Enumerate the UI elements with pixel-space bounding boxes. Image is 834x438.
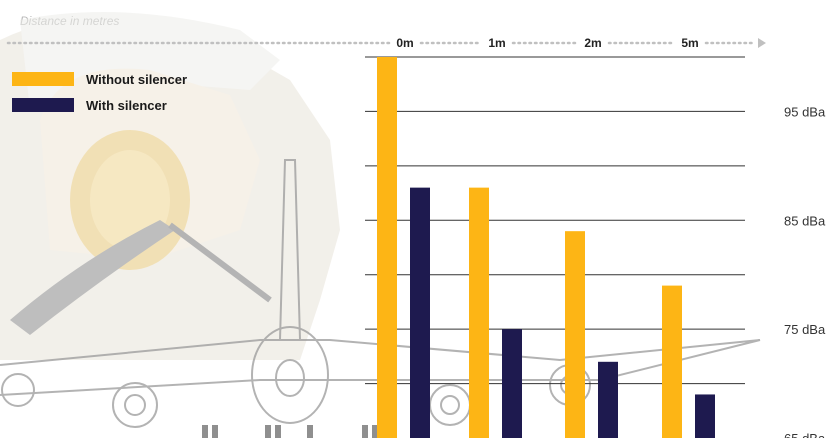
category-label: 2m <box>584 36 601 50</box>
legend: Without silencer With silencer <box>12 66 187 118</box>
legend-label-with: With silencer <box>86 97 167 113</box>
legend-label-without: Without silencer <box>86 71 188 87</box>
bar-without-silencer <box>565 231 585 438</box>
category-label: 1m <box>488 36 505 50</box>
bars <box>377 57 715 438</box>
worker-illustration <box>0 12 340 360</box>
bar-without-silencer <box>662 285 682 438</box>
category-label: 5m <box>681 36 698 50</box>
y-tick-label: 75 dBa <box>784 322 826 337</box>
bar-with-silencer <box>410 187 430 438</box>
y-tick-label: 95 dBa <box>784 104 826 119</box>
bar-with-silencer <box>695 394 715 438</box>
y-tick-label: 65 dBa <box>784 431 826 438</box>
legend-swatch-with <box>12 98 74 112</box>
legend-item-with-silencer: With silencer <box>12 92 187 118</box>
bar-without-silencer <box>377 57 397 438</box>
legend-item-without-silencer: Without silencer <box>12 66 187 92</box>
bar-with-silencer <box>502 329 522 438</box>
y-tick-labels: 95 dBa 85 dBa 75 dBa 65 dBa <box>784 104 826 438</box>
bar-without-silencer <box>469 187 489 438</box>
distance-axis-arrow <box>758 38 766 48</box>
legend-swatch-without <box>12 72 74 86</box>
y-tick-label: 85 dBa <box>784 213 826 228</box>
category-label: 0m <box>396 36 413 50</box>
distance-axis: 0m 1m 2m 5m <box>6 36 766 50</box>
bar-with-silencer <box>598 361 618 438</box>
